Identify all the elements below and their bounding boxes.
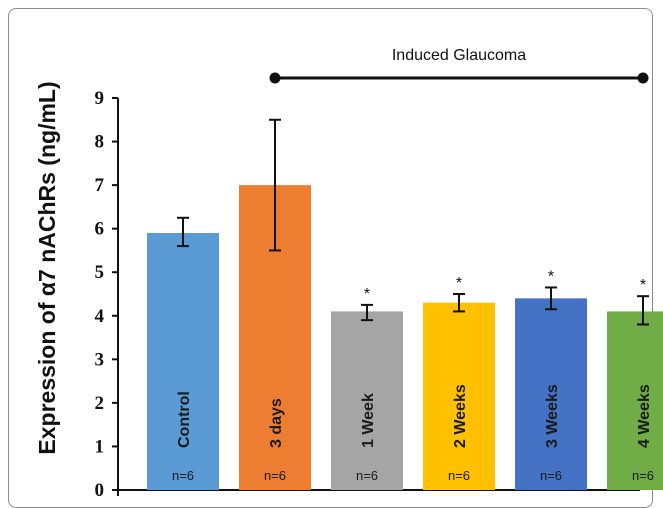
y-tick-label: 1 — [95, 436, 105, 457]
n-label: n=6 — [172, 468, 194, 483]
n-label: n=6 — [264, 468, 286, 483]
y-tick-label: 9 — [95, 88, 105, 109]
bar — [331, 311, 403, 490]
y-tick-label: 7 — [95, 175, 105, 196]
bars: Control n=6 3 days n=6 * 1 Week n=6 * 2 Weeks n=6… — [147, 118, 663, 490]
n-label: n=6 — [632, 468, 654, 483]
bar — [607, 311, 663, 490]
n-label: n=6 — [356, 468, 378, 483]
n-label: n=6 — [448, 468, 470, 483]
y-tick-label: 3 — [95, 349, 105, 370]
induced-glaucoma-annotation: Induced Glaucoma — [269, 47, 649, 84]
annotation-endpoint-right — [637, 72, 649, 84]
bar-group: Control n=6 — [147, 216, 219, 490]
category-label: 3 Weeks — [544, 384, 561, 448]
y-axis-label: Expression of α7 nAChRs (ng/mL) — [34, 81, 60, 454]
category-label: 3 days — [268, 398, 285, 448]
annotation-label: Induced Glaucoma — [392, 47, 526, 64]
bar-group: * 3 Weeks n=6 — [515, 268, 587, 490]
y-tick-label: 6 — [95, 219, 105, 240]
annotation-endpoint-left — [269, 72, 281, 84]
bar-group: 3 days n=6 — [239, 118, 311, 490]
bar-group: * 4 Weeks n=6 — [607, 277, 663, 490]
n-label: n=6 — [540, 468, 562, 483]
significance-marker: * — [364, 286, 370, 303]
bar — [147, 233, 219, 490]
bar-group: * 1 Week n=6 — [331, 286, 403, 490]
bar — [515, 298, 587, 490]
y-tick-label: 0 — [95, 480, 105, 498]
significance-marker: * — [456, 275, 462, 292]
category-label: Control — [176, 391, 193, 448]
category-label: 1 Week — [360, 393, 377, 448]
significance-marker: * — [640, 277, 646, 294]
y-tick-label: 5 — [95, 262, 105, 283]
bar — [423, 302, 495, 490]
y-tick-label: 4 — [95, 306, 105, 327]
category-label: 2 Weeks — [452, 384, 469, 448]
y-tick-label: 8 — [95, 132, 105, 153]
bar-group: * 2 Weeks n=6 — [423, 275, 495, 490]
category-label: 4 Weeks — [636, 384, 653, 448]
y-tick-label: 2 — [95, 393, 105, 414]
significance-marker: * — [548, 268, 554, 285]
